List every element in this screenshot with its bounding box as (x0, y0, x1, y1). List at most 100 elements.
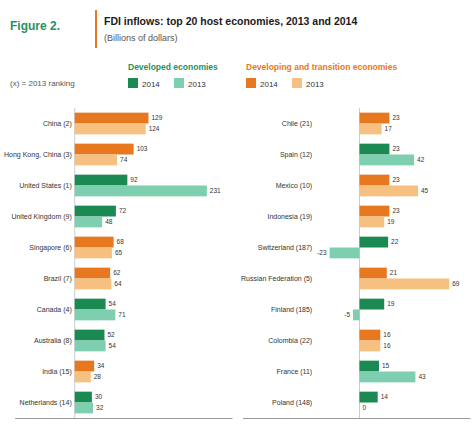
panel: 2323232322211916151417424519-2369-516430… (241, 108, 471, 419)
category-label: Singapore (6) (29, 244, 71, 252)
data-label: 45 (421, 187, 429, 194)
bar (75, 186, 207, 197)
data-label: -5 (344, 311, 350, 318)
legend-group: Developing and transition economies20142… (246, 62, 397, 89)
legend-label: 2014 (142, 80, 160, 89)
category-label: Colombia (22) (268, 337, 312, 345)
data-label: 14 (381, 393, 389, 400)
bar (75, 341, 106, 352)
category-label: Russian Federation (5) (241, 275, 312, 283)
bar (330, 248, 360, 259)
data-label: 23 (392, 207, 400, 214)
bar (75, 144, 134, 155)
category-label: Australia (8) (34, 337, 72, 345)
data-label: 34 (97, 362, 105, 369)
category-label: Canada (4) (37, 306, 72, 314)
legend-swatch (174, 78, 184, 88)
category-labels: Chile (21)Spain (12)Mexico (10)Indonesia… (241, 120, 312, 407)
legend-title: Developed economies (128, 62, 218, 72)
data-label: 124 (149, 125, 160, 132)
title: FDI inflows: top 20 host economies, 2013… (104, 15, 357, 27)
bar (360, 372, 416, 383)
bar (360, 217, 385, 228)
bar (360, 113, 390, 124)
category-label: United States (1) (19, 182, 72, 190)
data-label: 72 (119, 207, 127, 214)
data-label: 16 (383, 342, 391, 349)
legend-swatch (292, 78, 302, 88)
data-labels: 2323232322211916151417424519-2369-516430 (317, 114, 460, 411)
legend-swatch (246, 78, 256, 88)
data-label: 22 (391, 238, 399, 245)
bar (75, 155, 117, 166)
category-label: Hong Kong, China (3) (4, 151, 72, 159)
x-axis-line (243, 418, 470, 419)
legend-label: 2013 (306, 80, 324, 89)
x-axis-line (15, 418, 232, 419)
bar (360, 268, 387, 279)
data-label: 23 (392, 176, 400, 183)
bar (75, 175, 128, 186)
bar (360, 206, 390, 217)
data-label: 43 (418, 373, 426, 380)
bars (75, 113, 207, 414)
bar (75, 392, 92, 403)
data-label: 52 (107, 331, 115, 338)
data-label: 64 (114, 280, 122, 287)
data-label: 28 (94, 373, 102, 380)
figure-label: Figure 2. (10, 19, 60, 33)
bar (360, 186, 418, 197)
data-label: 65 (115, 249, 123, 256)
bar (75, 330, 105, 341)
bar (75, 361, 94, 372)
bar (75, 237, 114, 248)
legend-label: 2014 (260, 80, 278, 89)
header-separator (95, 10, 97, 48)
data-label: 32 (96, 404, 104, 411)
bar (75, 113, 149, 124)
bar (360, 330, 381, 341)
category-label: Brazil (7) (44, 275, 72, 283)
data-label: 92 (130, 176, 138, 183)
category-label: Mexico (10) (276, 182, 313, 190)
bar (360, 124, 382, 135)
category-label: United Kingdom (9) (11, 213, 71, 221)
bar (75, 279, 112, 290)
bar (353, 310, 359, 321)
data-label: 231 (210, 187, 221, 194)
data-label: 54 (109, 342, 117, 349)
panel: 1291039272686254523430124742314865647154… (4, 108, 233, 419)
bar (75, 217, 102, 228)
data-label: 69 (452, 280, 460, 287)
bar (360, 144, 390, 155)
bar (360, 155, 415, 166)
data-label: 62 (113, 269, 121, 276)
x-axis (15, 418, 232, 419)
data-label: 74 (120, 156, 128, 163)
ranking-note: (x) = 2013 ranking (10, 79, 75, 88)
legend-group: Developed economies 2014 2013 (128, 62, 218, 89)
data-label: 17 (385, 125, 393, 132)
bar (360, 175, 390, 186)
bar (75, 248, 112, 259)
bars (330, 113, 450, 403)
legend-label: 2013 (188, 80, 206, 89)
data-label: 23 (392, 145, 400, 152)
bar (75, 403, 93, 414)
data-label: 15 (382, 362, 390, 369)
data-label: -23 (317, 249, 327, 256)
category-label: Switzerland (187) (258, 244, 312, 252)
bar (75, 299, 106, 310)
bar (360, 341, 381, 352)
data-label: 103 (137, 145, 148, 152)
bar (360, 237, 389, 248)
category-label: Spain (12) (280, 151, 312, 159)
bar (75, 310, 116, 321)
data-label: 19 (387, 218, 395, 225)
category-label: Poland (148) (272, 399, 312, 407)
category-label: Indonesia (19) (267, 213, 312, 221)
bar (359, 403, 360, 414)
data-label: 129 (151, 114, 162, 121)
category-label: Finland (185) (271, 306, 312, 314)
category-label: China (2) (43, 120, 72, 128)
